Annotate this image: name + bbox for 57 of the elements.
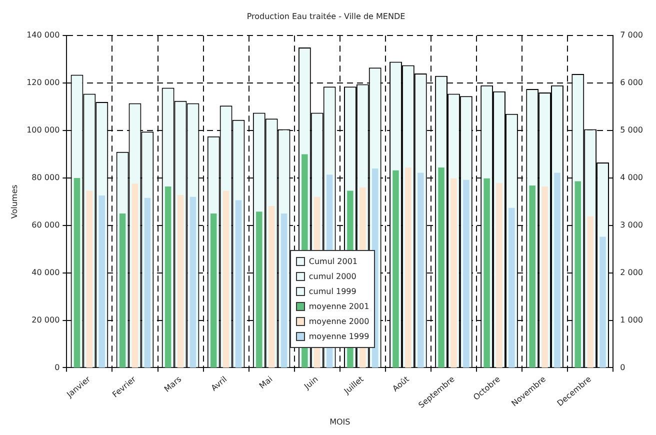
- bar: [405, 168, 412, 368]
- bar: [210, 214, 217, 368]
- chart-title: Production Eau traitée - Ville de MENDE: [246, 12, 406, 21]
- bar: [463, 180, 470, 368]
- bar: [235, 200, 242, 368]
- bar: [280, 214, 288, 368]
- bar: [164, 186, 172, 368]
- bar: [119, 214, 126, 368]
- bar: [438, 168, 444, 368]
- bar: [600, 236, 606, 368]
- bar: [529, 186, 536, 368]
- legend-label: cumul 1999: [308, 286, 356, 298]
- bar: [554, 172, 560, 368]
- legend-label: moyenne 1999: [308, 330, 370, 343]
- bar: [587, 216, 594, 368]
- legend-label: moyenne 2000: [308, 316, 370, 328]
- bar: [132, 184, 138, 368]
- bar: [256, 212, 262, 368]
- y-tick-label: 0: [54, 362, 60, 372]
- bar: [74, 178, 80, 368]
- y2-tick-label: 1 000: [620, 315, 644, 324]
- y2-tick-label: 0: [620, 362, 626, 372]
- y-tick-label: 100 000: [26, 126, 60, 135]
- bar: [496, 183, 502, 368]
- bar: [222, 190, 230, 368]
- y-tick-label: 140 000: [26, 30, 60, 40]
- y-tick-label: 20 000: [32, 315, 60, 324]
- y-axis-title: Volumes: [10, 184, 19, 219]
- legend-label: moyenne 2001: [308, 300, 370, 313]
- bar: [542, 186, 548, 368]
- y2-tick-label: 4 000: [620, 173, 644, 182]
- x-tick-label: Mai: [258, 374, 274, 391]
- bar: [177, 195, 184, 368]
- bar: [418, 172, 424, 368]
- bar: [574, 181, 581, 368]
- bar: [86, 190, 93, 368]
- bar: [144, 198, 151, 368]
- bar: [450, 178, 457, 368]
- y-tick-label: 40 000: [32, 268, 60, 277]
- x-tick-label: Juin: [302, 374, 320, 392]
- y-tick-label: 120 000: [26, 78, 60, 88]
- y-tick-label: 60 000: [32, 220, 60, 230]
- y2-tick-label: 5 000: [620, 126, 644, 135]
- bar: [484, 178, 490, 368]
- bar: [392, 170, 399, 368]
- bar: [98, 196, 106, 368]
- legend-label: Cumul 2001: [308, 256, 358, 268]
- y2-tick-label: 2 000: [620, 268, 644, 277]
- y2-tick-label: 7 000: [620, 30, 644, 40]
- y-tick-label: 80 000: [32, 173, 60, 182]
- y2-tick-label: 3 000: [620, 220, 644, 230]
- bar: [190, 196, 196, 368]
- bar: [268, 206, 275, 368]
- y2-tick-label: 6 000: [620, 78, 644, 88]
- x-axis-title: MOIS: [330, 417, 350, 426]
- legend-label: cumul 2000: [308, 270, 356, 283]
- bar: [508, 208, 515, 368]
